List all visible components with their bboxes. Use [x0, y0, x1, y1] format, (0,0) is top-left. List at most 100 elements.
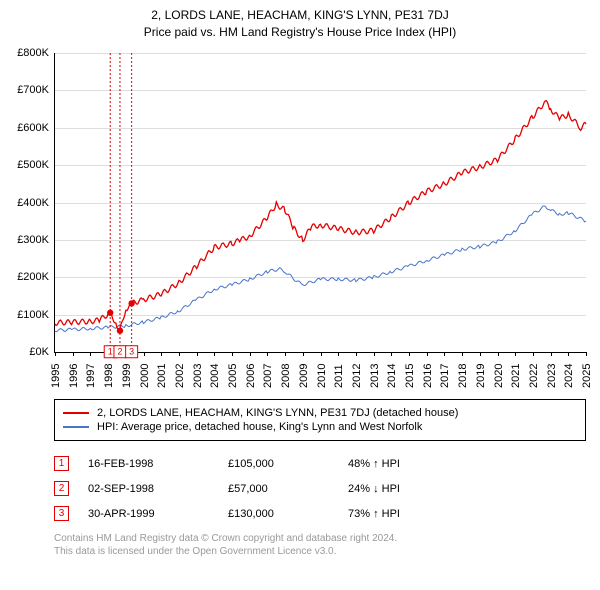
events-table: 1 16-FEB-1998£105,00048% ↑ HPI 2 02-SEP-199…	[54, 451, 586, 526]
x-tick	[498, 352, 499, 356]
footnote: Contains HM Land Registry data © Crown c…	[54, 532, 586, 558]
x-tick	[303, 352, 304, 356]
x-tick	[73, 352, 74, 356]
marker-dot	[128, 300, 134, 306]
x-tick-label: 2001	[156, 364, 168, 388]
marker-number: 2	[117, 347, 122, 357]
chart-plot-area: 123 £0K£100K£200K£300K£400K£500K£600K£70…	[54, 53, 586, 353]
x-tick	[90, 352, 91, 356]
x-tick	[55, 352, 56, 356]
event-date: 16-FEB-1998	[88, 451, 228, 476]
x-tick	[586, 352, 587, 356]
x-tick	[250, 352, 251, 356]
x-tick	[232, 352, 233, 356]
x-tick	[161, 352, 162, 356]
footnote-line: Contains HM Land Registry data © Crown c…	[54, 532, 586, 545]
x-tick	[285, 352, 286, 356]
x-tick	[267, 352, 268, 356]
x-tick-label: 2007	[262, 364, 274, 388]
chart-svg: 123	[55, 53, 586, 352]
event-pct: 48% ↑ HPI	[348, 451, 586, 476]
marker-number: 3	[129, 347, 134, 357]
event-row: 1 16-FEB-1998£105,00048% ↑ HPI	[54, 451, 586, 476]
x-tick	[515, 352, 516, 356]
x-tick-label: 2004	[209, 364, 221, 388]
legend-item: HPI: Average price, detached house, King…	[63, 420, 577, 434]
x-tick-label: 2013	[369, 364, 381, 388]
x-tick-label: 2015	[404, 364, 416, 388]
x-tick	[197, 352, 198, 356]
x-tick-label: 2023	[546, 364, 558, 388]
legend-item: 2, LORDS LANE, HEACHAM, KING'S LYNN, PE3…	[63, 406, 577, 420]
series-property-line	[55, 101, 586, 329]
x-tick-label: 2016	[422, 364, 434, 388]
x-tick-label: 2011	[333, 364, 345, 388]
x-tick-label: 2025	[581, 364, 593, 388]
x-tick	[338, 352, 339, 356]
x-tick	[356, 352, 357, 356]
x-tick	[214, 352, 215, 356]
x-tick-label: 2020	[493, 364, 505, 388]
x-tick-label: 2017	[439, 364, 451, 388]
x-tick	[480, 352, 481, 356]
y-tick-label: £0K	[29, 346, 55, 358]
marker-number: 1	[108, 347, 113, 357]
x-tick-label: 2021	[510, 364, 522, 388]
x-tick	[321, 352, 322, 356]
x-tick-label: 1997	[85, 364, 97, 388]
y-tick-label: £600K	[17, 122, 55, 134]
event-row: 330-APR-1999£130,00073% ↑ HPI	[54, 501, 586, 526]
x-tick-label: 1999	[121, 364, 133, 388]
x-tick	[427, 352, 428, 356]
y-tick-label: £700K	[17, 84, 55, 96]
y-tick-label: £400K	[17, 197, 55, 209]
x-tick-label: 2022	[528, 364, 540, 388]
x-tick-label: 2019	[475, 364, 487, 388]
footnote-line: This data is licensed under the Open Gov…	[54, 545, 586, 558]
event-date: 30-APR-1999	[88, 501, 228, 526]
x-tick	[409, 352, 410, 356]
chart-title-line1: 2, LORDS LANE, HEACHAM, KING'S LYNN, PE3…	[10, 8, 590, 22]
x-tick	[391, 352, 392, 356]
event-pct: 24% ↓ HPI	[348, 476, 586, 501]
y-tick-label: £500K	[17, 159, 55, 171]
x-tick-label: 2002	[174, 364, 186, 388]
event-marker-box: 1	[54, 456, 69, 471]
x-tick-label: 1996	[68, 364, 80, 388]
x-tick-label: 1998	[103, 364, 115, 388]
y-tick-label: £100K	[17, 309, 55, 321]
event-row: 2 02-SEP-1998£57,00024% ↓ HPI	[54, 476, 586, 501]
x-tick-label: 2018	[457, 364, 469, 388]
event-pct: 73% ↑ HPI	[348, 501, 586, 526]
x-tick-label: 1995	[50, 364, 62, 388]
x-tick	[444, 352, 445, 356]
x-tick-label: 2024	[563, 364, 575, 388]
x-tick	[568, 352, 569, 356]
event-price: £57,000	[228, 476, 348, 501]
event-date: 02-SEP-1998	[88, 476, 228, 501]
event-price: £105,000	[228, 451, 348, 476]
x-tick-label: 2006	[245, 364, 257, 388]
event-marker-box: 2	[54, 481, 69, 496]
x-tick-label: 2014	[386, 364, 398, 388]
legend-text: HPI: Average price, detached house, King…	[97, 421, 422, 433]
x-tick	[144, 352, 145, 356]
marker-dot	[107, 310, 113, 316]
x-tick	[533, 352, 534, 356]
legend: 2, LORDS LANE, HEACHAM, KING'S LYNN, PE3…	[54, 399, 586, 441]
y-tick-label: £800K	[17, 47, 55, 59]
x-tick	[374, 352, 375, 356]
x-tick-label: 2009	[298, 364, 310, 388]
legend-text: 2, LORDS LANE, HEACHAM, KING'S LYNN, PE3…	[97, 407, 458, 419]
legend-swatch	[63, 412, 89, 414]
event-marker-box: 3	[54, 506, 69, 521]
x-tick-label: 2000	[139, 364, 151, 388]
legend-swatch	[63, 426, 89, 428]
y-tick-label: £300K	[17, 234, 55, 246]
x-tick-label: 2005	[227, 364, 239, 388]
y-tick-label: £200K	[17, 271, 55, 283]
x-tick	[179, 352, 180, 356]
x-tick-label: 2012	[351, 364, 363, 388]
marker-dot	[117, 327, 123, 333]
x-tick	[551, 352, 552, 356]
